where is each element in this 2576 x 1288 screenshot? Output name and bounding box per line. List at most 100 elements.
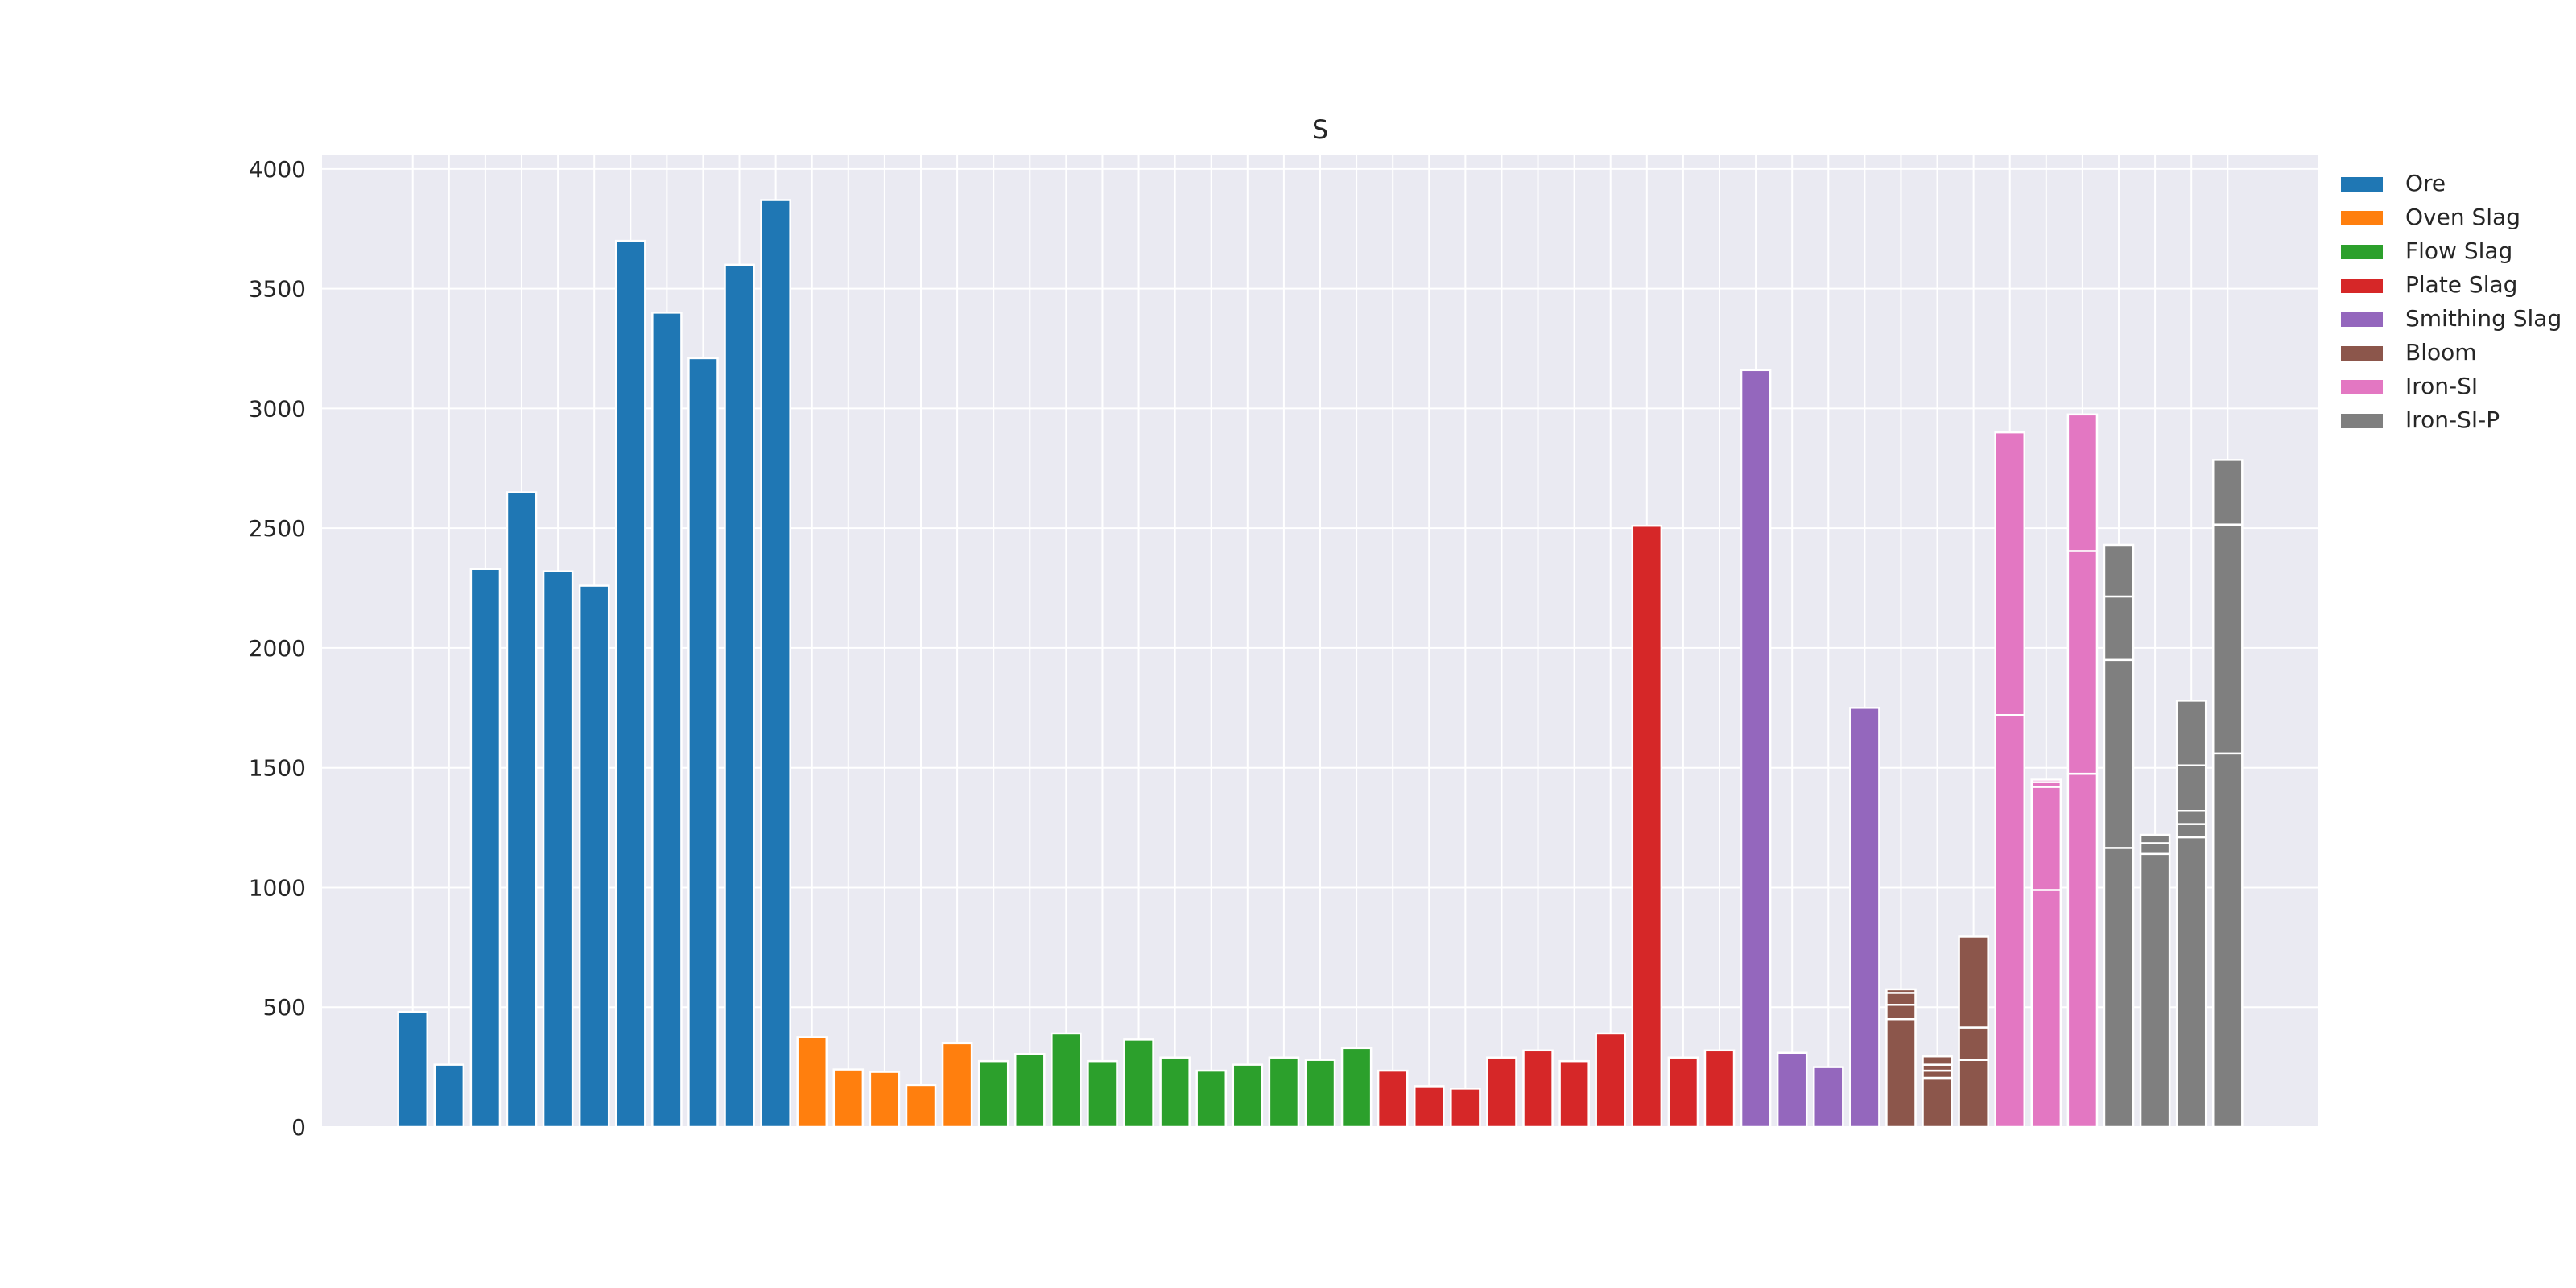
- bar: [614, 239, 646, 1129]
- legend-label: Smithing Slag: [2405, 305, 2562, 332]
- bar-segment: [832, 1068, 865, 1129]
- bar: [1849, 707, 1880, 1129]
- chart-title: S: [1312, 114, 1328, 145]
- y-axis-ticks: 0 500 1000 1500 2000 2500 3000 3500 4000: [249, 156, 306, 1141]
- bar: [2066, 413, 2099, 1129]
- bar-segment: [2139, 842, 2171, 856]
- bar: [1304, 1059, 1336, 1129]
- bar: [977, 1059, 1009, 1129]
- bar-segment: [1958, 1059, 1989, 1129]
- bar-segment: [397, 1010, 429, 1129]
- bar-segment: [1195, 1069, 1228, 1129]
- bar: [1195, 1069, 1228, 1129]
- bar-segment: [2066, 413, 2099, 552]
- bar: [2030, 778, 2062, 1129]
- bar: [651, 312, 683, 1129]
- legend-swatch: [2341, 346, 2383, 361]
- bar-segment: [1558, 1059, 1590, 1129]
- bar-segment: [2211, 752, 2244, 1129]
- bar-segment: [1776, 1051, 1808, 1129]
- bar-segment: [542, 570, 574, 1129]
- y-tick-label: 4000: [249, 156, 306, 183]
- legend-swatch: [2341, 380, 2383, 394]
- bar: [397, 1010, 429, 1129]
- legend-swatch: [2341, 279, 2383, 293]
- legend-swatch: [2341, 414, 2383, 428]
- bar-segment: [1812, 1066, 1844, 1129]
- bar-segment: [977, 1059, 1009, 1129]
- bar-segment: [578, 584, 610, 1129]
- bar-segment: [1268, 1056, 1300, 1129]
- bar-segment: [1922, 1076, 1953, 1129]
- bar-segment: [1304, 1059, 1336, 1129]
- bar: [1631, 524, 1663, 1129]
- bar: [1013, 1053, 1046, 1129]
- bar: [1558, 1059, 1590, 1129]
- bar-segment: [1486, 1056, 1517, 1129]
- bar-segment: [2066, 550, 2099, 775]
- bar: [941, 1042, 973, 1129]
- bar: [2103, 543, 2135, 1129]
- bar-segment: [2103, 847, 2135, 1129]
- bar: [1159, 1056, 1191, 1129]
- bar-segment: [2211, 459, 2244, 526]
- y-tick-label: 3000: [249, 395, 306, 422]
- bar: [1051, 1032, 1082, 1129]
- y-tick-label: 3500: [249, 276, 306, 303]
- bar-segment: [1159, 1056, 1191, 1129]
- bar-segment: [1631, 524, 1663, 1129]
- legend-label: Plate Slag: [2405, 271, 2517, 298]
- bar-segment: [1595, 1032, 1627, 1129]
- legend-label: Oven Slag: [2405, 204, 2520, 230]
- bar-segment: [1450, 1088, 1481, 1129]
- bar: [1268, 1056, 1300, 1129]
- bar-segment: [2030, 778, 2062, 783]
- bar-segment: [1123, 1038, 1154, 1129]
- bar-segment: [1994, 431, 2026, 716]
- bar: [1776, 1051, 1808, 1129]
- bar-segment: [1667, 1056, 1699, 1129]
- bar-segment: [1051, 1032, 1082, 1129]
- legend: Ore Oven Slag Flow Slag Plate Slag Smithing …: [2341, 170, 2562, 433]
- bar-segment: [1413, 1085, 1445, 1129]
- bar: [1885, 988, 1917, 1129]
- bar-segment: [1232, 1063, 1264, 1129]
- bar: [1812, 1066, 1844, 1129]
- legend-item: Bloom: [2341, 339, 2477, 365]
- legend-item: Oven Slag: [2341, 204, 2520, 230]
- bar: [1994, 431, 2026, 1129]
- bar: [905, 1084, 937, 1129]
- bar: [687, 357, 719, 1129]
- legend-label: Iron-SI: [2405, 373, 2478, 399]
- bar-segment: [1958, 1026, 1989, 1061]
- y-tick-label: 1500: [249, 755, 306, 782]
- bar: [832, 1068, 865, 1129]
- bar: [433, 1063, 465, 1129]
- bar: [1377, 1069, 1409, 1129]
- bar-segment: [1885, 1004, 1917, 1021]
- bar-segment: [1885, 992, 1917, 1006]
- bar-segment: [1885, 1018, 1917, 1129]
- legend-item: Iron-SI-P: [2341, 407, 2500, 433]
- bar: [1450, 1088, 1481, 1129]
- bar-segment: [2030, 786, 2062, 891]
- bar-segment: [1377, 1069, 1409, 1129]
- legend-swatch: [2341, 177, 2383, 192]
- bar: [578, 584, 610, 1129]
- bar-segment: [724, 263, 755, 1129]
- bar: [1232, 1063, 1264, 1129]
- bar-segment: [905, 1084, 937, 1129]
- bar-segment: [1703, 1049, 1736, 1129]
- bar: [1413, 1085, 1445, 1129]
- bar: [469, 568, 502, 1129]
- bar-segment: [1522, 1049, 1554, 1129]
- bar-segment: [2175, 764, 2207, 812]
- legend-item: Smithing Slag: [2341, 305, 2562, 332]
- bar-segment: [2030, 889, 2062, 1129]
- bar-segment: [2103, 543, 2135, 598]
- bar: [724, 263, 755, 1129]
- bar-segment: [614, 239, 646, 1129]
- legend-item: Ore: [2341, 170, 2446, 196]
- y-tick-label: 2000: [249, 635, 306, 662]
- bar-segment: [651, 312, 683, 1129]
